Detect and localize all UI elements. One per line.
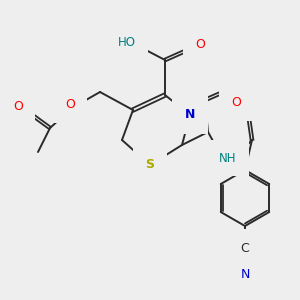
Text: O: O — [65, 98, 75, 110]
Text: S: S — [146, 158, 154, 172]
Text: N: N — [240, 268, 250, 281]
Text: O: O — [13, 100, 23, 113]
Text: C: C — [241, 242, 249, 254]
Text: O: O — [195, 38, 205, 50]
Text: HO: HO — [118, 35, 136, 49]
Text: O: O — [231, 95, 241, 109]
Text: NH: NH — [219, 152, 237, 164]
Text: O: O — [233, 83, 243, 97]
Text: N: N — [185, 109, 195, 122]
